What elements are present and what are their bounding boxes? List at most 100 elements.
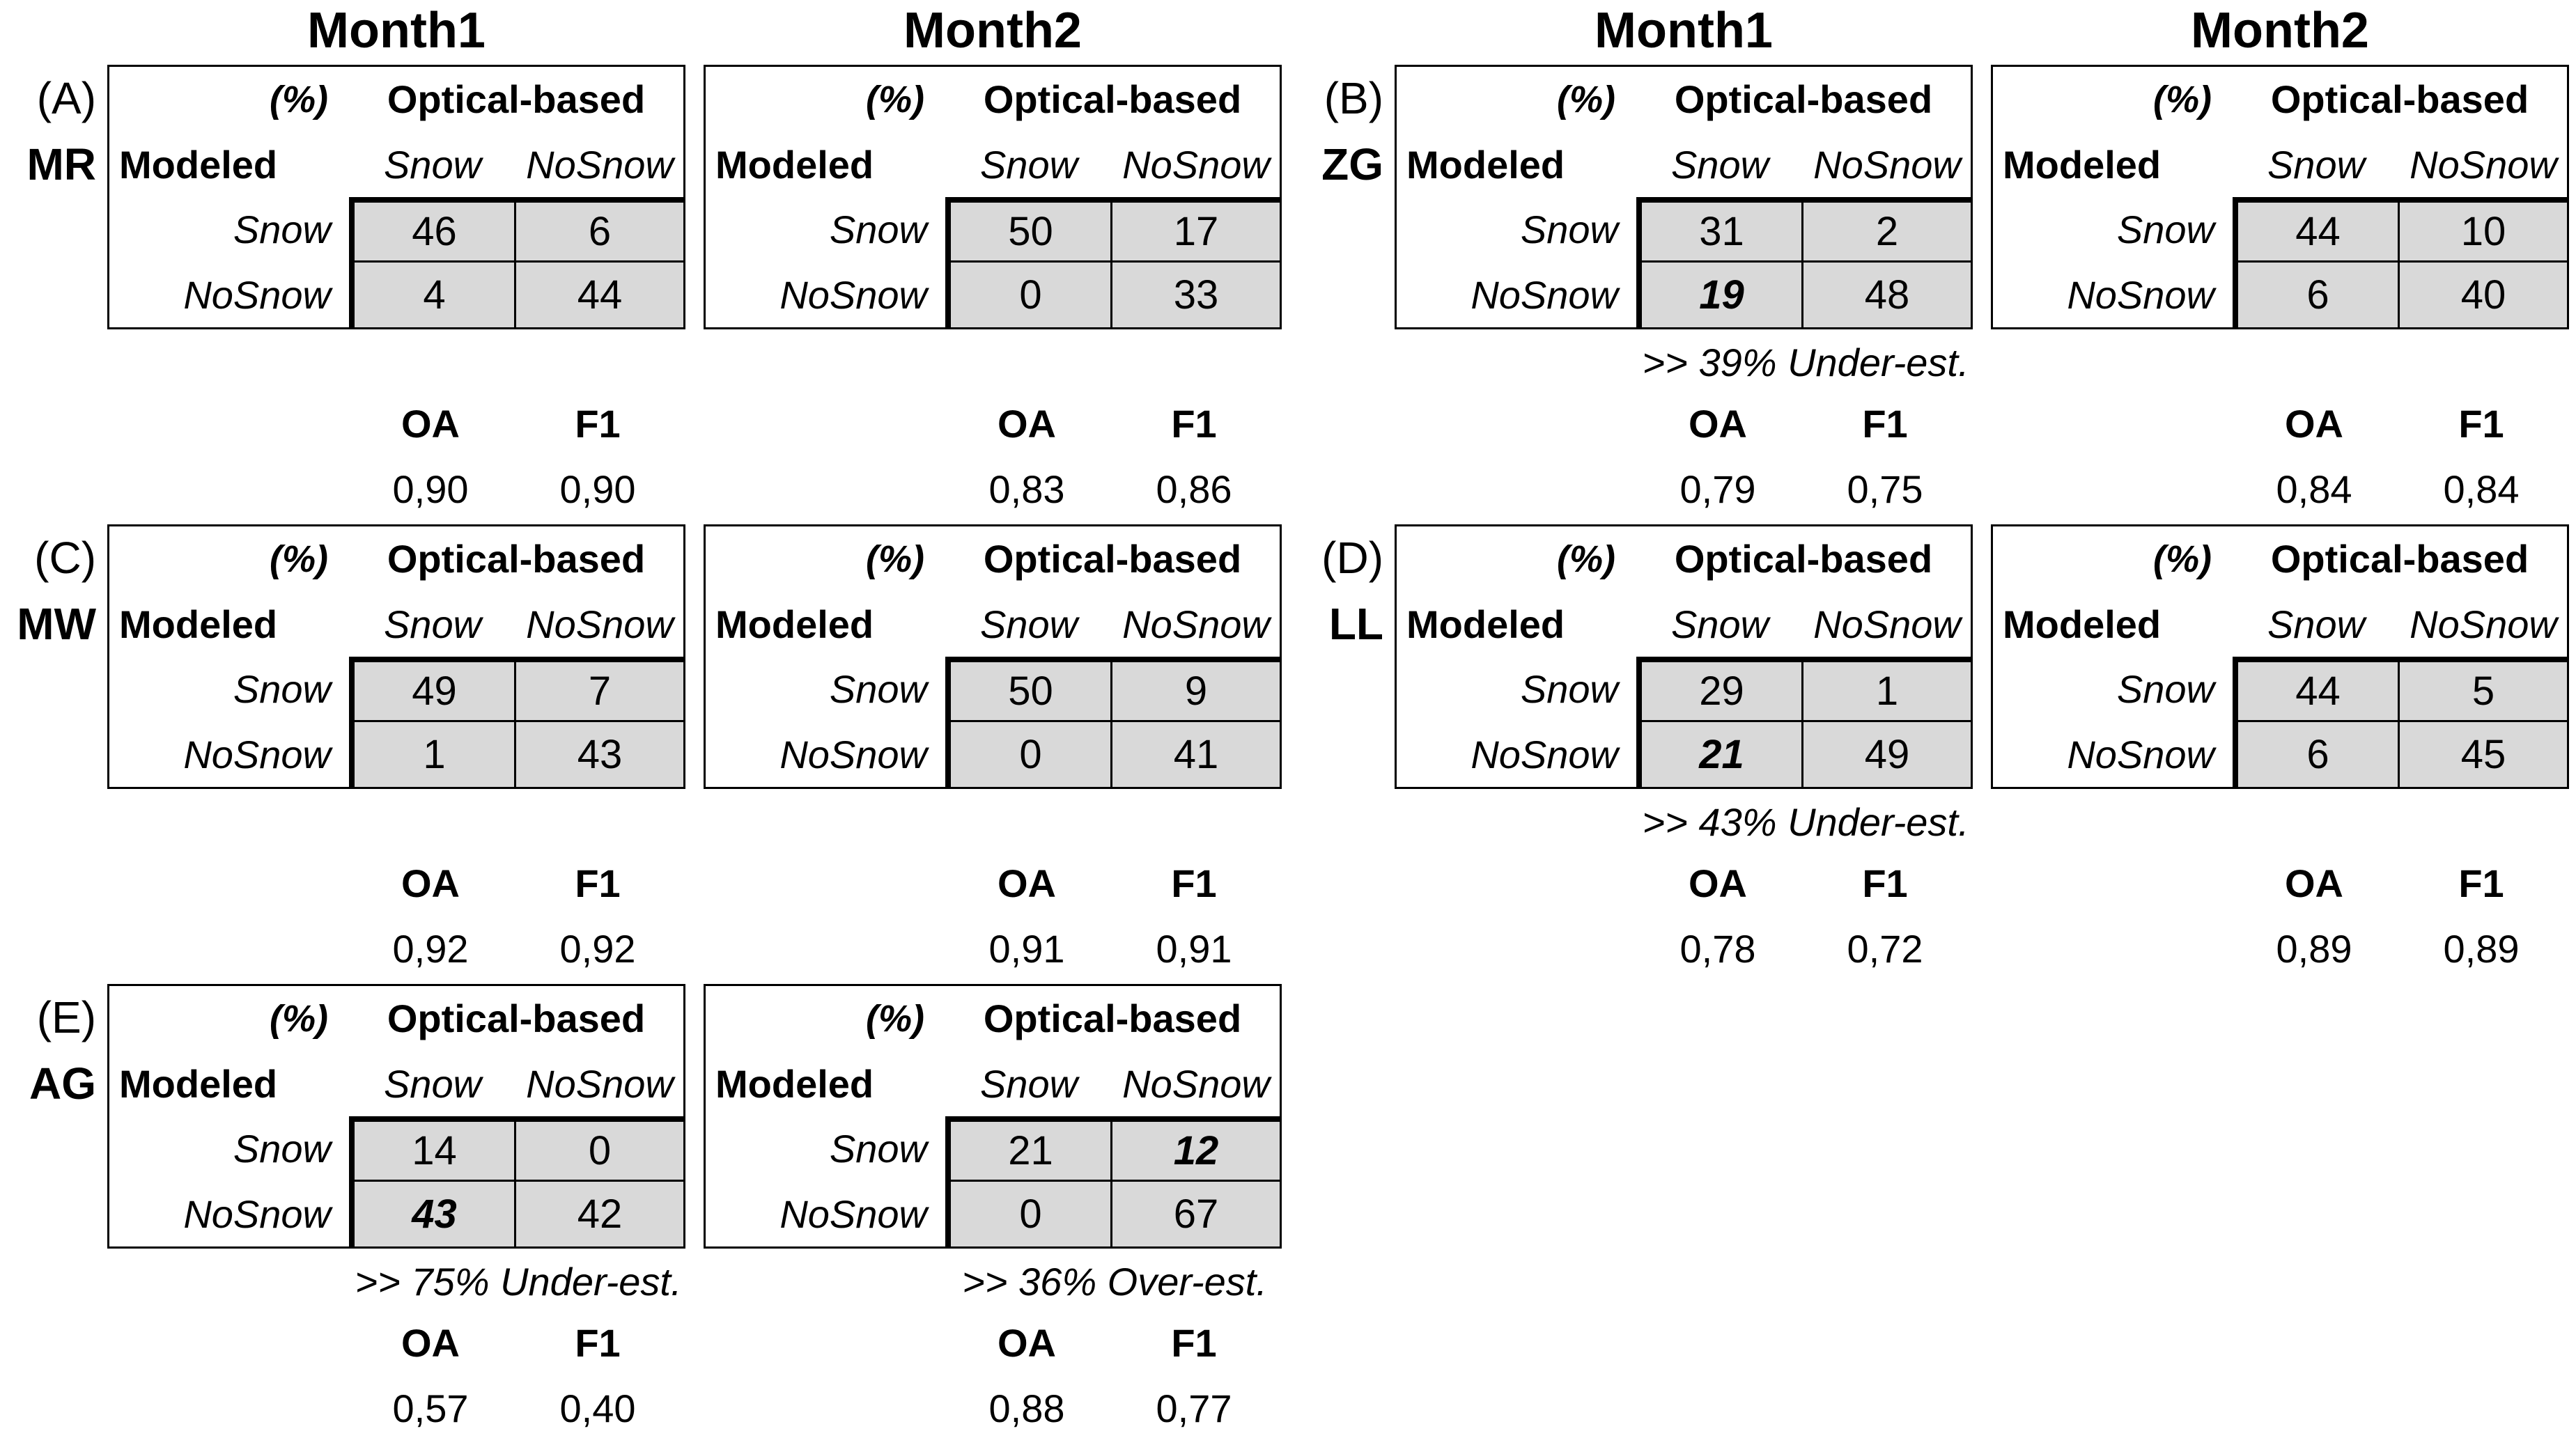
oa-value: 0,92 [392,926,469,971]
col-header-nosnow: NoSnow [2410,142,2557,187]
metrics-spacer [107,855,347,911]
f1-value: 0,90 [559,467,636,511]
metrics-spacer [1395,461,1634,517]
cell-nosnow-nosnow: 49 [1803,721,1971,787]
oa-value: 0,88 [988,1386,1065,1430]
header-spacer [685,0,704,61]
panel-site-code: LL [1328,598,1383,649]
percent-label: (%) [2153,538,2212,580]
metrics-spacer [107,1380,347,1436]
percent-label: (%) [866,997,924,1040]
oa-value: 0,78 [1679,926,1756,971]
f1-header: F1 [1171,861,1217,905]
cell-snow-nosnow: 10 [2400,197,2567,263]
row-header-nosnow: NoSnow [779,1191,927,1236]
col-header-snow: Snow [383,602,482,646]
estimation-note-month2: >> 36% Over-est. [962,1260,1267,1304]
oa-value: 0,83 [988,467,1065,511]
oa-header: OA [1689,861,1747,905]
confusion-matrix-month2: (%) Optical-based Modeled Snow NoSnow Sn… [704,65,1282,329]
estimation-note-month1: >> 43% Under-est. [1642,800,1969,844]
row-header-snow: Snow [1520,208,1618,252]
modeled-header: Modeled [119,142,278,187]
cell-nosnow-nosnow: 45 [2400,721,2567,787]
panel-label: (C) MW [3,521,107,976]
cell-snow-nosnow: 5 [2400,657,2567,722]
row-header-nosnow: NoSnow [779,732,927,776]
modeled-header: Modeled [2003,602,2162,646]
oa-value: 0,84 [2276,467,2352,511]
cell-snow-nosnow: 1 [1803,657,1971,722]
row-header-snow: Snow [1520,667,1618,712]
confusion-matrix-month1: (%) Optical-based Modeled Snow NoSnow Sn… [1395,524,1973,789]
col-header-snow: Snow [979,602,1078,646]
confusion-matrix-month1: (%) Optical-based Modeled Snow NoSnow Sn… [1395,65,1973,329]
cell-nosnow-nosnow: 40 [2400,262,2567,327]
cell-snow-snow: 44 [2233,657,2400,722]
oa-value: 0,89 [2276,926,2352,971]
cell-nosnow-nosnow: 48 [1803,262,1971,327]
optical-based-header: Optical-based [983,996,1242,1041]
percent-label: (%) [270,78,328,120]
modeled-header: Modeled [2003,142,2162,187]
percent-label: (%) [270,538,328,580]
modeled-header: Modeled [715,602,874,646]
metrics-spacer [704,1380,943,1436]
optical-based-header: Optical-based [983,537,1242,581]
col-header-snow: Snow [383,1061,482,1106]
confusion-matrix-month1: (%) Optical-based Modeled Snow NoSnow Sn… [107,65,685,329]
row-header-snow: Snow [2116,208,2214,252]
panel-letter: (B) [1324,72,1383,123]
optical-based-header: Optical-based [2270,537,2529,581]
panel-A: (A) MR (%) Optical-based Modeled Snow No… [3,61,1282,521]
cell-snow-snow: 50 [945,197,1112,263]
col-header-nosnow: NoSnow [1122,142,1270,187]
f1-header: F1 [575,861,621,905]
metrics-spacer [1395,396,1634,451]
month2-stack: (%) Optical-based Modeled Snow NoSnow Sn… [1991,521,2569,976]
confusion-matrix-month1: (%) Optical-based Modeled Snow NoSnow Sn… [107,524,685,789]
row-header-nosnow: NoSnow [183,272,331,317]
f1-header: F1 [1862,861,1908,905]
table-gap [685,61,704,517]
table-gap [685,980,704,1436]
oa-value: 0,57 [392,1386,469,1430]
cell-snow-snow: 29 [1636,657,1803,722]
metrics-spacer [1991,396,2230,451]
col-header-nosnow: NoSnow [526,602,674,646]
col-header-snow: Snow [979,1061,1078,1106]
table-gap [1973,61,1991,517]
metrics-month2: OA F1 0,89 0,89 [1991,855,2569,976]
estimation-note-month1 [107,329,685,396]
f1-value: 0,86 [1156,467,1232,511]
oa-header: OA [1689,401,1747,446]
f1-header: F1 [1862,401,1908,446]
metrics-month2: OA F1 0,84 0,84 [1991,396,2569,517]
modeled-header: Modeled [119,602,278,646]
cell-nosnow-nosnow: 44 [516,262,683,327]
cell-snow-snow: 49 [349,657,516,722]
oa-header: OA [2285,401,2343,446]
row-header-nosnow: NoSnow [183,1191,331,1236]
month2-stack: (%) Optical-based Modeled Snow NoSnow Sn… [704,61,1282,517]
cell-nosnow-nosnow: 42 [516,1181,683,1246]
confusion-matrix-month2: (%) Optical-based Modeled Snow NoSnow Sn… [1991,65,2569,329]
month1-header: Month1 [1595,3,1773,58]
f1-header: F1 [1171,401,1217,446]
optical-based-header: Optical-based [983,77,1242,122]
oa-header: OA [998,401,1056,446]
cell-snow-snow: 21 [945,1116,1112,1182]
percent-label: (%) [2153,78,2212,120]
cell-nosnow-snow: 43 [349,1181,516,1246]
metrics-month1: OA F1 0,90 0,90 [107,396,685,517]
row-header-nosnow: NoSnow [2067,272,2214,317]
percent-label: (%) [1557,538,1615,580]
panel-site-code: ZG [1321,139,1383,189]
metrics-month2: OA F1 0,88 0,77 [704,1315,1282,1436]
month-header-row: Month1 Month2 [1290,0,2569,61]
right-column-group: Month1 Month2 (B) ZG (%) Optical-based M… [1290,0,2569,980]
row-header-snow: Snow [233,1127,331,1171]
cell-snow-nosnow: 2 [1803,197,1971,263]
modeled-header: Modeled [715,142,874,187]
metrics-spacer [107,1315,347,1370]
